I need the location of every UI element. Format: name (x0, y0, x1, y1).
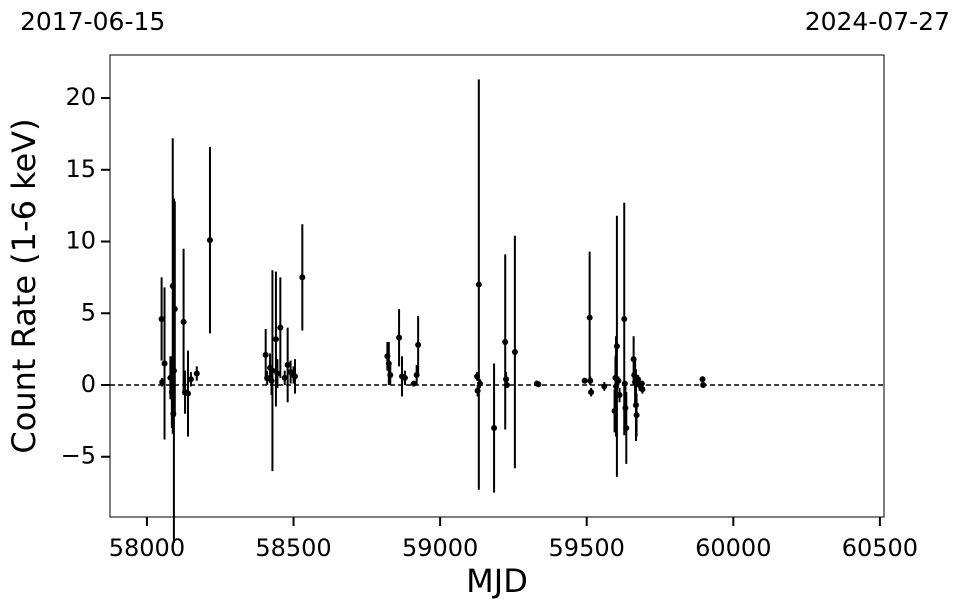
data-point (587, 377, 594, 384)
data-point (535, 381, 542, 388)
data-point (699, 376, 706, 383)
data-point (269, 367, 276, 374)
data-point (299, 274, 306, 281)
data-point (631, 371, 638, 378)
data-point (272, 336, 279, 343)
data-point (184, 390, 191, 397)
x-tick-label: 59000 (402, 534, 478, 562)
data-point (385, 360, 392, 367)
data-point (413, 371, 420, 378)
x-tick-label: 58000 (109, 534, 185, 562)
data-point (476, 380, 483, 387)
data-point (180, 318, 187, 325)
data-point (588, 389, 595, 396)
data-point (268, 377, 275, 384)
data-point (615, 377, 622, 384)
data-point (613, 383, 620, 390)
data-point (616, 392, 623, 399)
y-tick-label: 20 (65, 83, 96, 111)
data-point (159, 379, 166, 386)
y-tick-label: 0 (81, 370, 96, 398)
x-tick-label: 58500 (255, 534, 331, 562)
data-point (621, 316, 628, 322)
data-point (581, 377, 588, 384)
data-point (161, 360, 168, 367)
data-point (700, 382, 707, 388)
data-point (638, 380, 645, 387)
data-point (284, 361, 291, 368)
data-point (613, 343, 620, 350)
y-tick-label: 15 (65, 155, 96, 183)
x-tick-label: 59500 (549, 534, 625, 562)
y-tick-label: 5 (81, 298, 96, 326)
data-point (264, 374, 271, 381)
data-point (171, 305, 178, 312)
data-point (503, 376, 510, 383)
start-date: 2017-06-15 (20, 7, 165, 36)
data-point (622, 404, 629, 411)
data-point (601, 383, 608, 390)
data-point (635, 376, 642, 383)
data-point (281, 374, 288, 381)
y-axis-label: Count Rate (1-6 keV) (5, 118, 43, 453)
data-point (633, 412, 640, 419)
y-tick-label: −5 (61, 442, 96, 470)
data-point (168, 389, 175, 396)
data-point (474, 373, 481, 380)
x-axis-label: MJD (466, 562, 528, 600)
data-point (187, 376, 194, 383)
data-point (384, 353, 391, 360)
data-point (502, 338, 509, 345)
data-point (170, 367, 177, 374)
data-point (291, 373, 298, 380)
data-point (474, 387, 481, 394)
data-point (491, 425, 498, 432)
data-point (274, 370, 281, 377)
data-point (396, 334, 403, 341)
data-point (169, 283, 176, 289)
data-point (586, 314, 593, 321)
data-point (511, 349, 518, 355)
data-point (167, 374, 174, 381)
data-point (410, 380, 417, 387)
data-point (503, 382, 510, 388)
x-tick-label: 60000 (695, 534, 771, 562)
y-tick-label: 10 (65, 227, 96, 255)
x-tick-label: 60500 (842, 534, 918, 562)
data-point (193, 370, 200, 377)
data-point (206, 237, 213, 244)
data-point (475, 281, 482, 288)
plot-frame (109, 54, 885, 518)
data-point (639, 386, 646, 393)
data-point (623, 425, 630, 432)
data-point (387, 371, 394, 378)
data-point (170, 410, 177, 417)
data-point (630, 356, 637, 363)
data-point (415, 341, 422, 348)
data-point (262, 351, 269, 358)
data-point (632, 402, 639, 409)
data-point (621, 380, 628, 387)
data-point (158, 316, 165, 322)
data-point (611, 407, 618, 414)
end-date: 2024-07-27 (805, 7, 950, 36)
data-point (277, 324, 284, 331)
data-point (401, 374, 408, 381)
